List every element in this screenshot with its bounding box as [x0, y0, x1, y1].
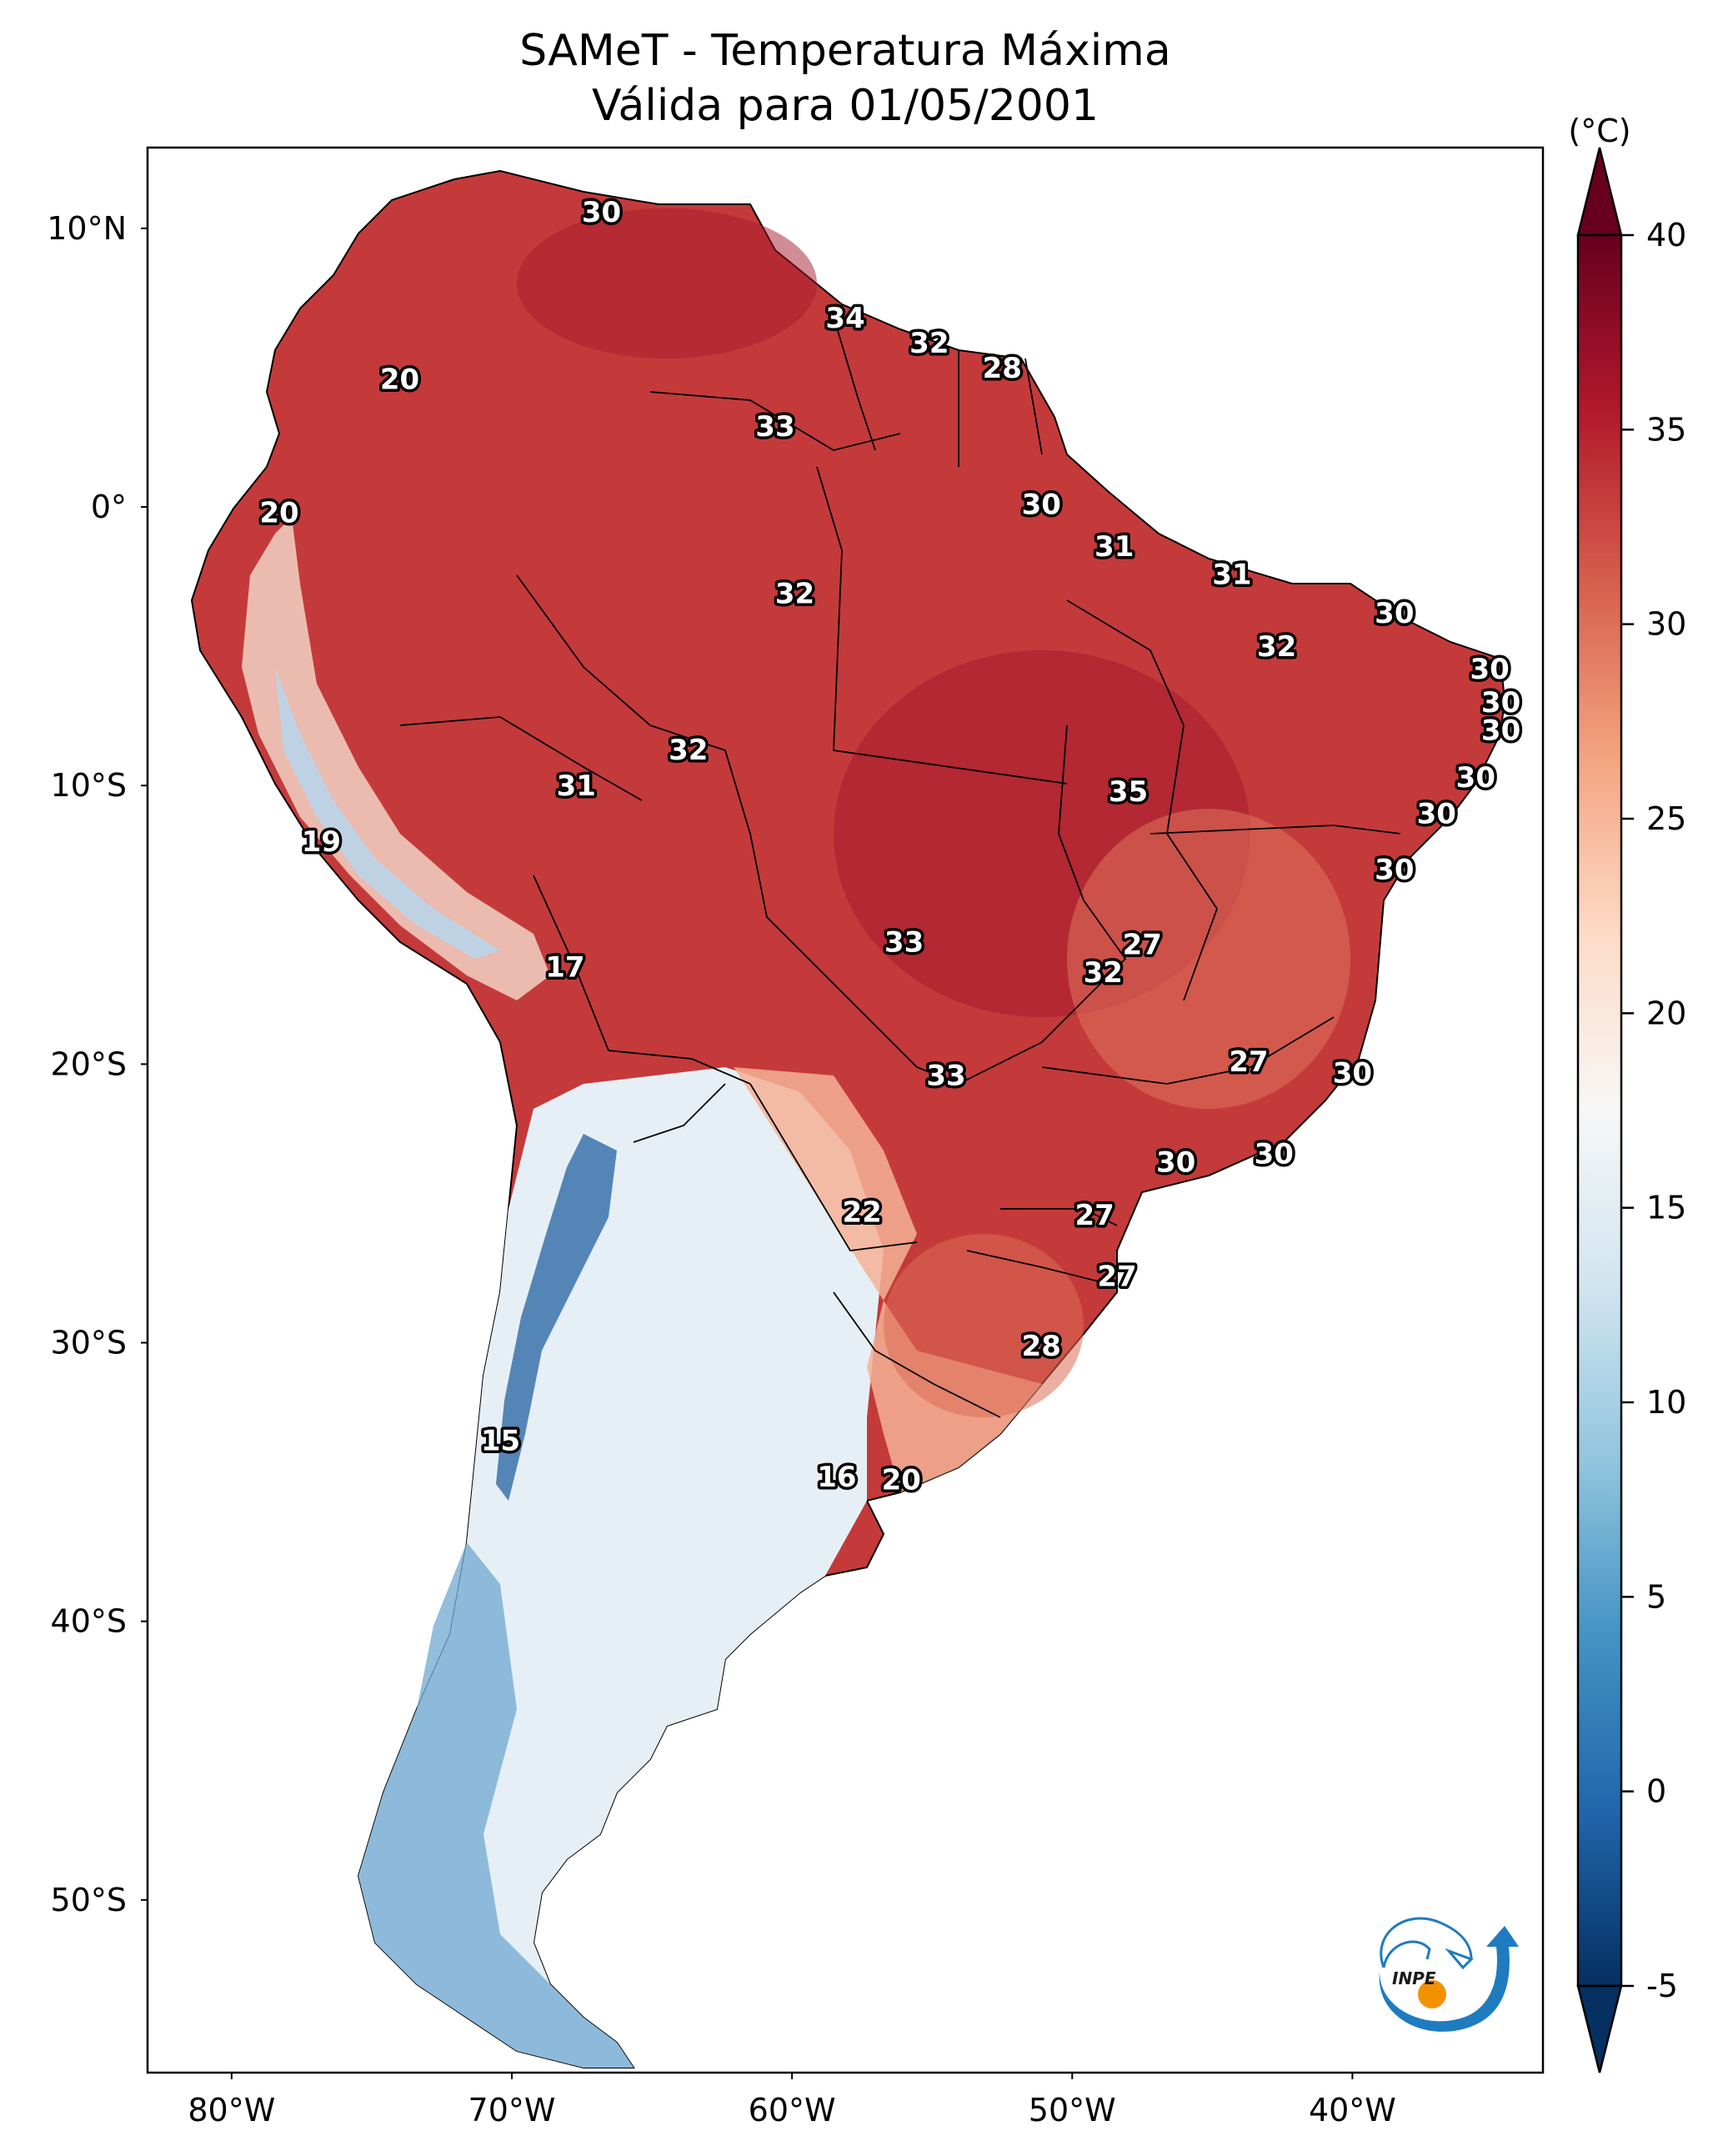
colorbar-tick-label: 30	[1646, 606, 1686, 643]
logo-inner-swirl	[1382, 1940, 1474, 1970]
colorbar-max-extend-arrow	[1576, 147, 1623, 237]
title-line-1: SAMeT - Temperatura Máxima	[519, 26, 1171, 76]
land-cold-patagonia	[358, 1542, 634, 2068]
temperature-label: 30	[1022, 489, 1061, 522]
temperature-label: 30	[1456, 761, 1495, 795]
lat-tick-label: 10°S	[51, 767, 127, 804]
logo-outer-swirl	[1380, 1917, 1473, 1968]
temperature-label: 30	[1470, 653, 1509, 686]
temperature-label: 16	[817, 1461, 856, 1494]
colorbar-ticks: 40 35 30 25 20 15 10 5 0 -5	[1621, 217, 1686, 2004]
temperature-label: 30	[1375, 853, 1414, 886]
colorbar-outline	[1576, 233, 1623, 1988]
colorbar-unit-label: (°C)	[1568, 113, 1630, 149]
temperature-label: 30	[1481, 686, 1520, 720]
temperature-label: 30	[1481, 714, 1520, 747]
lat-tick-label: 50°S	[51, 1882, 127, 1918]
latitude-ticks: 10°N 0° 10°S 20°S 30°S 40°S 50°S	[47, 210, 148, 1918]
colorbar-tick-label: 0	[1646, 1773, 1666, 1810]
warm-patch-south	[884, 1234, 1084, 1417]
borders	[399, 316, 1401, 1418]
temperature-label: 30	[1156, 1146, 1195, 1179]
lon-tick-label: 40°W	[1309, 2092, 1396, 2128]
temperature-label: 27	[1075, 1199, 1114, 1232]
temperature-label: 34	[825, 302, 864, 335]
andes-cold-peru	[275, 667, 500, 959]
temperature-field	[190, 169, 1506, 2068]
logo-sun	[1418, 1980, 1446, 2008]
lon-tick-label: 80°W	[188, 2092, 275, 2128]
colorbar-tick-label: 25	[1646, 800, 1686, 837]
temperature-label: 33	[926, 1060, 965, 1093]
colorbar-tick-label: -5	[1646, 1968, 1678, 2004]
temperature-label: 32	[1084, 956, 1123, 990]
temperature-label: 15	[481, 1424, 520, 1457]
temperature-label: 32	[909, 327, 949, 360]
temperature-label: 33	[884, 925, 924, 959]
lat-tick-label: 0°	[91, 489, 127, 525]
lon-tick-label: 50°W	[1029, 2092, 1116, 2128]
colorbar: (°C) 40 35 30 25 20 15 10 5 0 -5	[1568, 113, 1686, 2073]
map-frame	[146, 146, 1545, 2074]
longitude-ticks: 80°W 70°W 60°W 50°W 40°W	[188, 2073, 1396, 2128]
temperature-label: 31	[557, 770, 596, 803]
temperature-label: 27	[1123, 929, 1162, 962]
lat-tick-label: 10°N	[47, 210, 127, 247]
lon-tick-label: 60°W	[749, 2092, 836, 2128]
andes-cold-ridge	[496, 1134, 617, 1501]
temperature-label: 22	[843, 1196, 882, 1229]
temperature-label: 27	[1097, 1260, 1136, 1293]
temperature-label: 32	[669, 734, 708, 767]
colorbar-min-extend-arrow	[1576, 1984, 1623, 2073]
title-line-2: Válida para 01/05/2001	[591, 81, 1099, 131]
temperature-label: 19	[302, 825, 341, 859]
inpe-logo: INPE	[1379, 1917, 1519, 2032]
logo-arrow	[1379, 1926, 1519, 2032]
temperature-label: 17	[545, 950, 584, 984]
lat-tick-label: 20°S	[51, 1045, 127, 1082]
temperature-label: 30	[1417, 798, 1456, 831]
temperature-label: 20	[259, 497, 298, 530]
colorbar-tick-label: 15	[1646, 1190, 1686, 1226]
land-cool-south	[358, 1067, 884, 2068]
colorbar-tick-label: 40	[1646, 217, 1686, 253]
temperature-label: 20	[380, 363, 419, 396]
lon-tick-label: 70°W	[468, 2092, 556, 2128]
temperature-label: 28	[983, 352, 1022, 385]
temperature-label: 30	[1255, 1137, 1294, 1171]
hot-core-venezuela	[517, 208, 817, 358]
colorbar-tick-label: 10	[1646, 1384, 1686, 1421]
chart-title: SAMeT - Temperatura Máxima Válida para 0…	[148, 23, 1543, 133]
temperature-label: 30	[1333, 1056, 1372, 1090]
temperature-label: 31	[1212, 558, 1251, 591]
temperature-label: 28	[1022, 1330, 1061, 1363]
temperature-label: 30	[582, 196, 621, 229]
colorbar-gradient	[1578, 235, 1621, 1986]
colorbar-tick-label: 35	[1646, 411, 1686, 448]
temperature-label: 35	[1109, 775, 1148, 809]
lat-tick-label: 40°S	[51, 1603, 127, 1640]
warm-patch-southeast	[1067, 809, 1350, 1109]
colorbar-tick-label: 20	[1646, 995, 1686, 1031]
lat-tick-label: 30°S	[51, 1325, 127, 1361]
logo-text: INPE	[1392, 1968, 1436, 1988]
temperature-label: 30	[1375, 597, 1414, 630]
temperature-label: 20	[882, 1463, 921, 1497]
temperature-label: 33	[755, 410, 794, 444]
colorbar-tick-label: 5	[1646, 1578, 1666, 1615]
temperature-label: 32	[775, 578, 814, 611]
temperature-label: 32	[1257, 630, 1296, 664]
temperature-label: 31	[1094, 530, 1134, 564]
temperature-label: 27	[1229, 1045, 1268, 1079]
